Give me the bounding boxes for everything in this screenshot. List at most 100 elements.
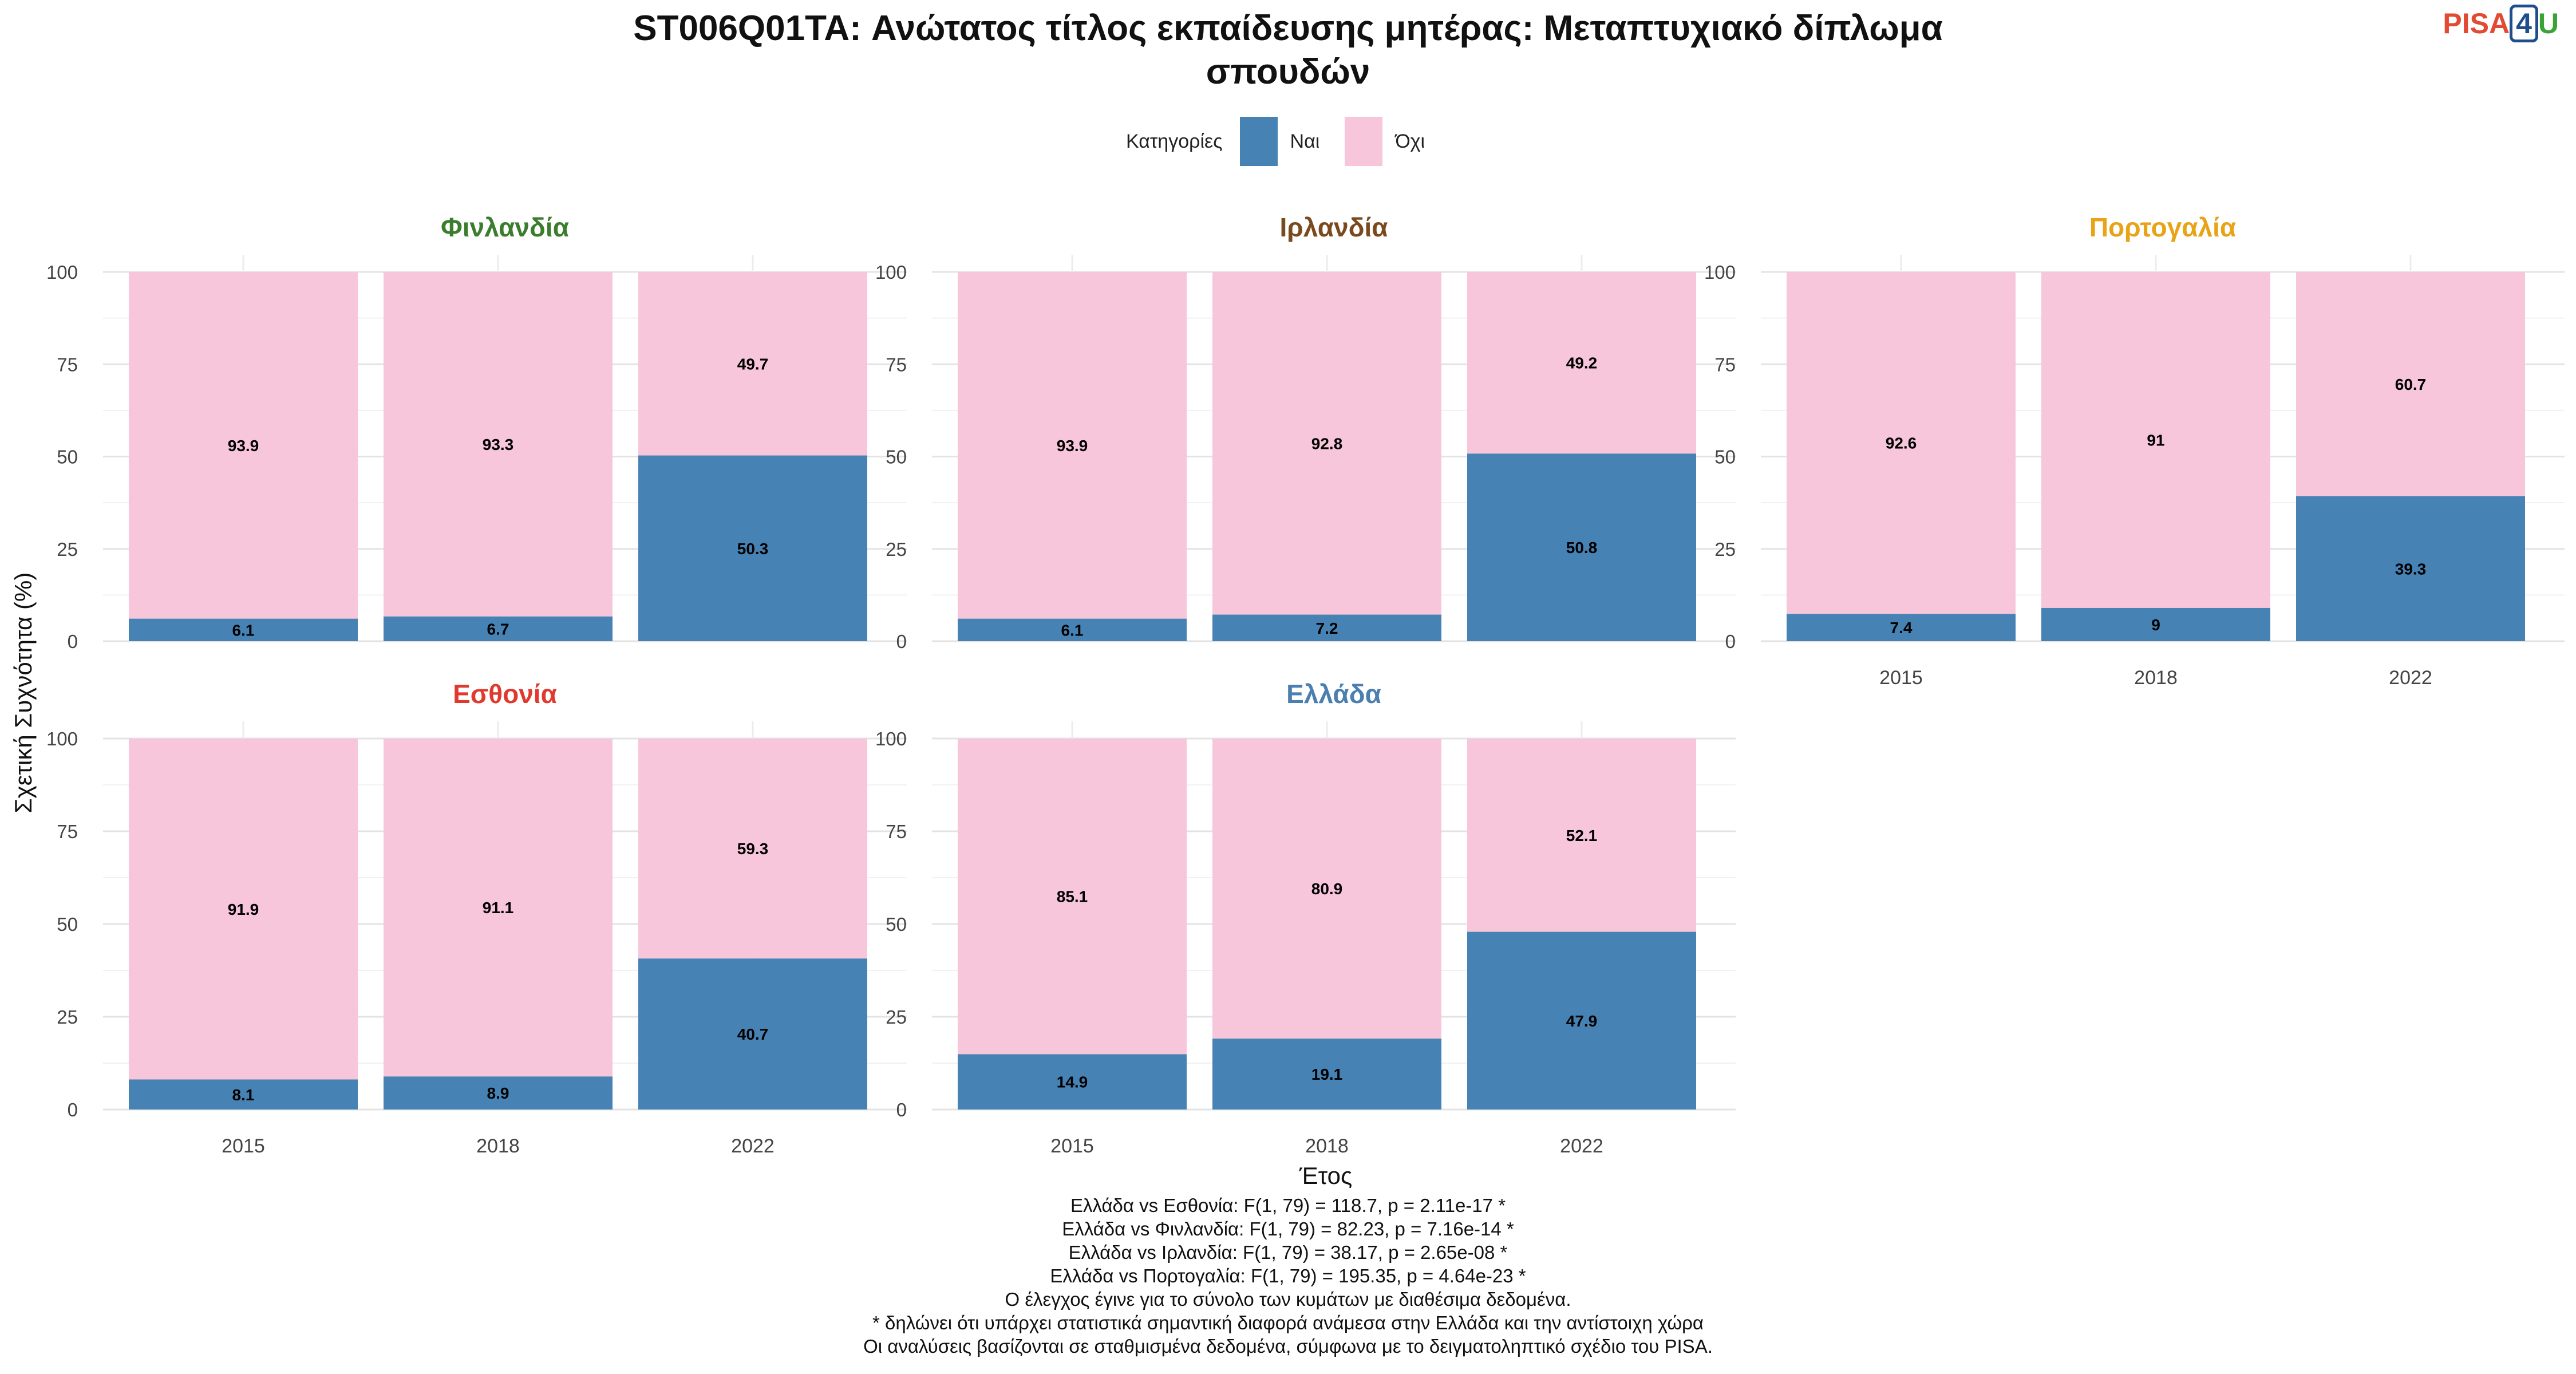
y-tick-label: 0	[68, 631, 78, 652]
data-label-yes: 40.7	[737, 1025, 769, 1043]
y-tick-label: 100	[46, 728, 78, 749]
x-tick-label: 2015	[1050, 1135, 1094, 1157]
data-label-yes: 8.9	[487, 1084, 509, 1102]
data-label-no: 93.3	[483, 436, 514, 453]
bar-yes	[958, 618, 1187, 641]
data-label-no: 93.9	[1057, 437, 1088, 455]
y-tick-label: 50	[57, 447, 78, 468]
logo-text-pisa: PISA	[2443, 7, 2510, 40]
x-tick-label: 2022	[731, 1135, 775, 1157]
y-tick-label: 0	[896, 631, 907, 652]
bar-no	[2041, 272, 2270, 608]
bar-yes	[129, 618, 358, 641]
data-label-yes: 9	[2151, 616, 2160, 634]
bar-no	[384, 739, 613, 1077]
y-tick-label: 25	[886, 1006, 907, 1028]
legend: Κατηγορίες Ναι Όχι	[0, 116, 2576, 167]
data-label-no: 59.3	[737, 840, 769, 858]
data-label-yes: 39.3	[2395, 560, 2427, 578]
bar-no	[958, 739, 1187, 1055]
data-label-yes: 14.9	[1057, 1073, 1088, 1091]
bar-yes	[384, 1076, 613, 1110]
data-label-yes: 50.3	[737, 540, 769, 558]
y-tick-label: 75	[57, 821, 78, 842]
panel-title: Ιρλανδία	[1279, 212, 1388, 242]
y-tick-label: 0	[68, 1099, 78, 1120]
y-tick-label: 50	[886, 914, 907, 935]
y-tick-label: 25	[57, 1006, 78, 1028]
legend-key-no	[1345, 117, 1383, 166]
panel-title: Φινλανδία	[441, 212, 569, 242]
legend-label-yes: Ναι	[1290, 130, 1320, 152]
chart-footer: Ελλάδα vs Εσθονία: F(1, 79) = 118.7, p =…	[0, 1194, 2576, 1358]
y-tick-label: 100	[875, 262, 907, 283]
panel-title: Πορτογαλία	[2089, 212, 2236, 242]
data-label-no: 91	[2147, 431, 2164, 449]
data-label-no: 92.6	[1886, 435, 1917, 452]
bar-yes	[2296, 496, 2525, 641]
bar-yes	[958, 1054, 1187, 1110]
y-tick-label: 100	[46, 262, 78, 283]
legend-key-yes	[1239, 117, 1278, 166]
chart-title-line-2: σπουδών	[1206, 52, 1370, 92]
x-tick-label: 2015	[222, 1135, 265, 1157]
data-label-yes: 19.1	[1311, 1065, 1343, 1083]
y-tick-label: 0	[896, 1099, 907, 1120]
chart-title-line-1: ST006Q01TA: Ανώτατος τίτλος εκπαίδευσης …	[633, 9, 1943, 48]
x-tick-label: 2018	[476, 1135, 520, 1157]
data-label-no: 80.9	[1311, 880, 1343, 898]
bar-yes	[638, 455, 867, 641]
x-tick-label: 2022	[2389, 667, 2432, 689]
bar-no	[1467, 272, 1696, 454]
data-label-no: 52.1	[1566, 827, 1598, 844]
data-label-no: 49.7	[737, 355, 769, 373]
x-tick-label: 2022	[1560, 1135, 1603, 1157]
data-label-yes: 6.7	[487, 620, 509, 638]
footer-line: Ελλάδα vs Εσθονία: F(1, 79) = 118.7, p =…	[1070, 1195, 1506, 1216]
logo-text-u: U	[2538, 7, 2559, 40]
bar-yes	[384, 616, 613, 641]
y-tick-label: 75	[57, 354, 78, 375]
y-tick-label: 75	[1714, 354, 1736, 375]
y-tick-label: 75	[886, 821, 907, 842]
logo-text-4: 4	[2510, 5, 2538, 42]
data-label-no: 49.2	[1566, 354, 1598, 372]
bar-no	[1467, 739, 1696, 932]
x-tick-label: 2018	[1305, 1135, 1349, 1157]
data-label-no: 93.9	[228, 437, 259, 455]
bar-no	[1212, 739, 1441, 1039]
y-tick-label: 50	[886, 447, 907, 468]
footer-line: Ελλάδα vs Φινλανδία: F(1, 79) = 82.23, p…	[1062, 1218, 1514, 1239]
legend-title: Κατηγορίες	[1125, 130, 1223, 152]
y-tick-label: 100	[1704, 262, 1736, 283]
y-axis-label: Σχετική Συχνότητα (%)	[10, 572, 37, 814]
data-label-no: 91.9	[228, 901, 259, 918]
data-label-yes: 7.2	[1316, 619, 1338, 637]
y-tick-label: 75	[886, 354, 907, 375]
bar-yes	[638, 958, 867, 1110]
bar-no	[129, 272, 358, 619]
y-tick-label: 50	[57, 914, 78, 935]
data-label-yes: 6.1	[232, 621, 255, 639]
bar-yes	[1467, 931, 1696, 1110]
bar-yes	[129, 1079, 358, 1110]
bar-no	[638, 739, 867, 959]
bar-no	[2296, 272, 2525, 496]
data-label-no: 92.8	[1311, 435, 1343, 452]
bar-no	[638, 272, 867, 456]
panel-title: Ελλάδα	[1286, 679, 1381, 709]
data-label-yes: 47.9	[1566, 1012, 1598, 1030]
data-label-yes: 6.1	[1061, 621, 1084, 639]
pisa4u-logo: PISA 4 U	[2443, 5, 2559, 42]
bar-yes	[1467, 453, 1696, 641]
chart-title: ST006Q01TA: Ανώτατος τίτλος εκπαίδευσης …	[0, 7, 2576, 94]
data-label-no: 85.1	[1057, 888, 1088, 906]
data-label-no: 60.7	[2395, 376, 2427, 393]
bar-no	[958, 272, 1187, 619]
footer-line: * δηλώνει ότι υπάρχει στατιστικά σημαντι…	[872, 1312, 1704, 1333]
y-tick-label: 0	[1725, 631, 1736, 652]
bar-no	[129, 739, 358, 1080]
bar-yes	[1212, 614, 1441, 641]
y-tick-label: 25	[57, 539, 78, 560]
y-tick-label: 25	[1714, 539, 1736, 560]
